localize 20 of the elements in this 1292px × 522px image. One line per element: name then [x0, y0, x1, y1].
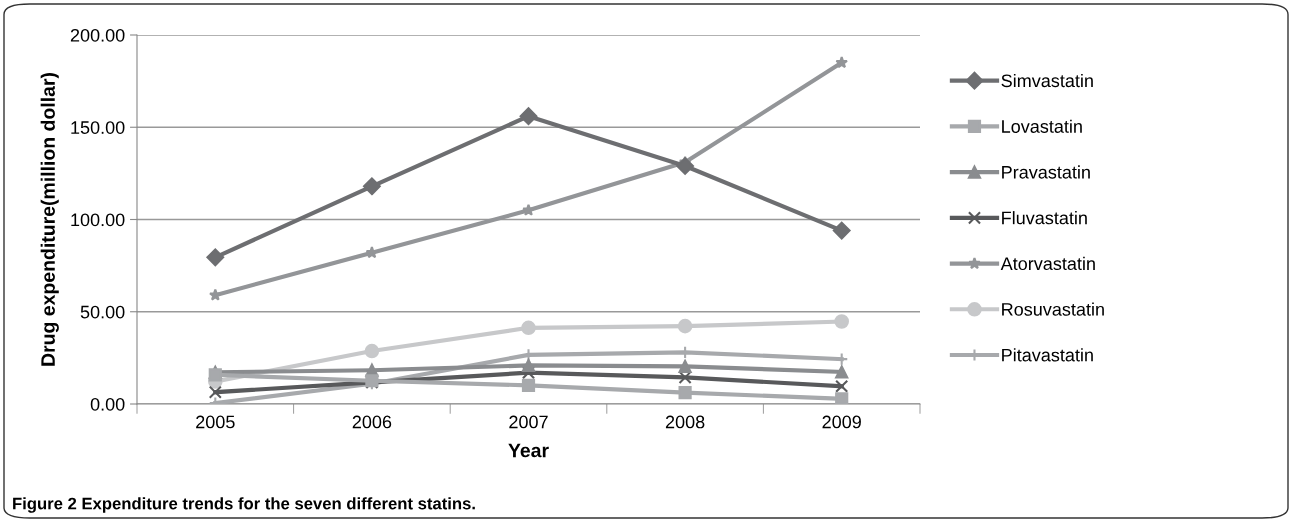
x-tick-label: 2009: [822, 415, 861, 429]
legend-label: Rosuvastatin: [1002, 302, 1104, 316]
y-tick-label: 50.00: [80, 305, 125, 319]
legend-label: Pitavastatin: [1002, 348, 1093, 362]
legend-label: Pravastatin: [1002, 165, 1090, 179]
x-tick-label: 2008: [665, 415, 705, 429]
y-axis-title: Drug expenditure(million dollar): [40, 73, 59, 366]
x-tick-label: 2006: [352, 415, 392, 429]
legend-label: Lovastatin: [1002, 119, 1082, 133]
x-axis-title: Year: [508, 443, 549, 458]
y-tick-label: 0.00: [90, 397, 125, 411]
caption: Figure 2 Expenditure trends for the seven different statins.: [13, 497, 475, 513]
legend-label: Atorvastatin: [1000, 256, 1095, 271]
legend-label: Simvastatin: [1001, 73, 1093, 88]
y-tick-label: 100.00: [71, 213, 125, 227]
legend-label: Fluvastatin: [1002, 211, 1087, 225]
y-tick-label: 150.00: [71, 121, 125, 134]
x-tick-label: 2005: [196, 415, 235, 429]
x-tick-label: 2007: [509, 415, 548, 429]
y-tick-label: 200.00: [70, 28, 125, 42]
